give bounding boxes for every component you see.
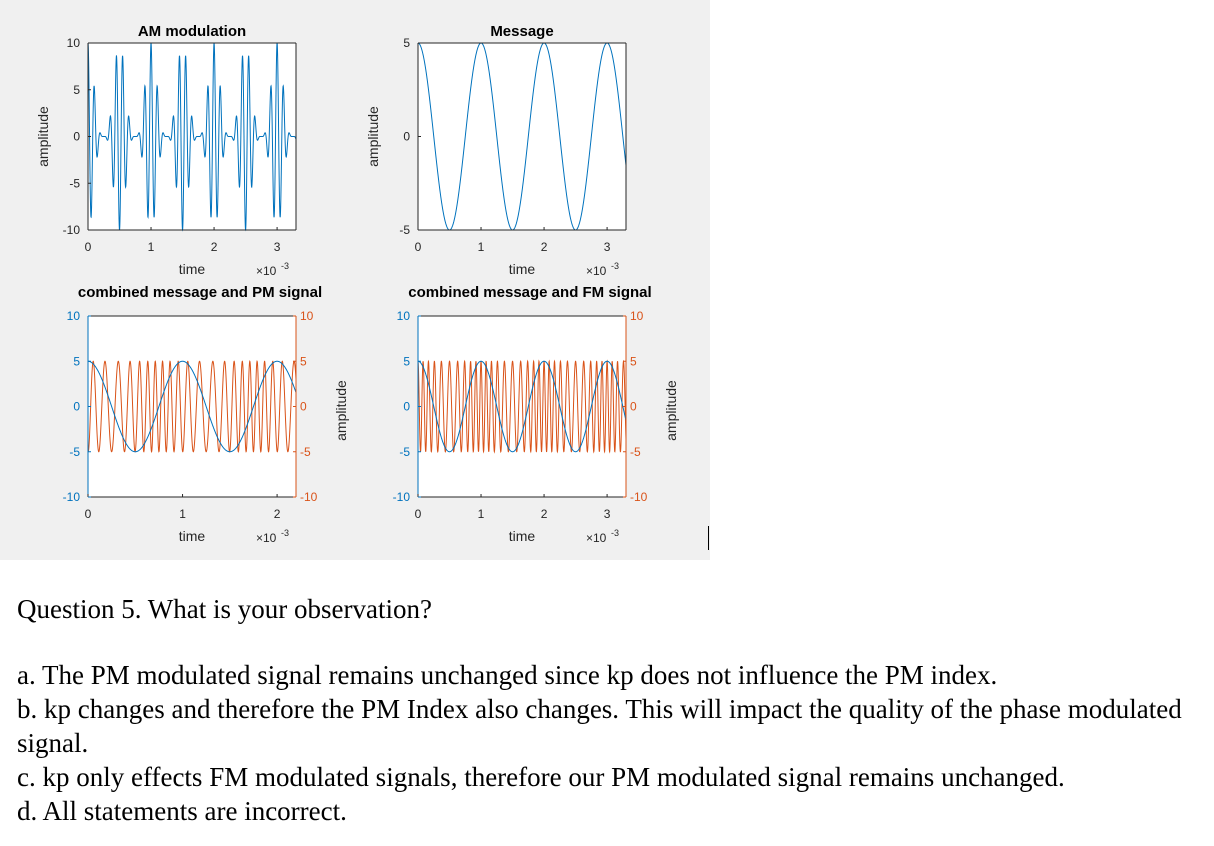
msg-ylabel: amplitude <box>365 106 381 167</box>
fm-x-multiplier: ×10 <box>586 531 607 545</box>
pm-ytick-label-4: 10 <box>67 309 81 323</box>
option-d[interactable]: d. All statements are incorrect. <box>17 796 347 826</box>
am-x-multiplier: ×10 <box>256 264 277 278</box>
pm-plot-area <box>88 316 296 497</box>
fm-series-0 <box>417 359 627 454</box>
am-series-0 <box>87 42 297 232</box>
am-ytick-label-4: 10 <box>67 36 81 50</box>
fm-ytick-label-0: -10 <box>393 490 411 504</box>
fm-ytick-right-label-1: -5 <box>630 445 641 459</box>
option-c[interactable]: c. kp only effects FM modulated signals,… <box>17 762 1065 792</box>
fm-xlabel: time <box>509 528 536 544</box>
fm-ytick-label-4: 10 <box>397 309 411 323</box>
fm-x-exponent: -3 <box>611 528 619 538</box>
pm-ytick-right-label-4: 10 <box>300 309 314 323</box>
pm-title: combined message and PM signal <box>78 284 322 301</box>
am-ytick-label-2: 0 <box>73 130 80 144</box>
pm-xlabel: time <box>179 528 206 544</box>
msg-ytick-label-1: 0 <box>403 130 410 144</box>
msg-xlabel: time <box>509 261 536 277</box>
fm-xtick-label-0: 0 <box>415 507 422 521</box>
msg-series-0 <box>417 42 627 231</box>
fm-series-1 <box>418 360 627 453</box>
pm-ytick-label-1: -5 <box>69 445 80 459</box>
am-xtick-label-0: 0 <box>85 240 92 254</box>
msg-xtick-label-3: 3 <box>604 240 611 254</box>
am-ytick-label-3: 5 <box>73 83 80 97</box>
msg-plot-area <box>418 43 626 230</box>
question-title: Question 5. What is your observation? <box>17 594 432 624</box>
fm-ytick-right-label-0: -10 <box>630 490 648 504</box>
fm-ytick-label-1: -5 <box>399 445 410 459</box>
fm-ytick-label-2: 0 <box>403 400 410 414</box>
msg-title: Message <box>490 23 553 40</box>
pm-series-0 <box>87 359 297 454</box>
am-xlabel: time <box>179 261 206 277</box>
pm-ytick-right-label-3: 5 <box>300 354 307 368</box>
am-ytick-label-0: -10 <box>63 223 81 237</box>
pm-ytick-right-label-2: 0 <box>300 400 307 414</box>
msg-ytick-label-2: 5 <box>403 36 410 50</box>
pm-xtick-label-0: 0 <box>85 507 92 521</box>
pm-xtick-label-1: 1 <box>179 507 186 521</box>
pm-ytick-label-3: 5 <box>73 354 80 368</box>
fm-ytick-label-3: 5 <box>403 354 410 368</box>
msg-xtick-label-1: 1 <box>478 240 485 254</box>
am-x-exponent: -3 <box>281 261 289 271</box>
pm-x-multiplier: ×10 <box>256 531 277 545</box>
fm-xtick-label-3: 3 <box>604 507 611 521</box>
pm-x-exponent: -3 <box>281 528 289 538</box>
question-block: Question 5. What is your observation? a.… <box>17 592 1207 828</box>
msg-xtick-label-0: 0 <box>415 240 422 254</box>
msg-ytick-label-0: -5 <box>399 223 410 237</box>
am-ylabel: amplitude <box>35 106 51 167</box>
fm-ytick-right-label-3: 5 <box>630 354 637 368</box>
text-cursor <box>708 526 709 550</box>
fm-ytick-right-label-4: 10 <box>630 309 644 323</box>
fm-ytick-right-label-2: 0 <box>630 400 637 414</box>
am-ytick-label-1: -5 <box>69 176 80 190</box>
fm-ylabel-right: amplitude <box>663 380 679 441</box>
pm-ytick-label-2: 0 <box>73 400 80 414</box>
msg-x-multiplier: ×10 <box>586 264 607 278</box>
pm-ytick-right-label-0: -10 <box>300 490 318 504</box>
fm-title: combined message and FM signal <box>408 284 651 301</box>
pm-ytick-right-label-1: -5 <box>300 445 311 459</box>
fm-xtick-label-1: 1 <box>478 507 485 521</box>
pm-ylabel-right: amplitude <box>333 380 349 441</box>
am-title: AM modulation <box>138 23 246 40</box>
pm-ytick-label-0: -10 <box>63 490 81 504</box>
am-xtick-label-3: 3 <box>274 240 281 254</box>
pm-xtick-label-2: 2 <box>274 507 281 521</box>
msg-x-exponent: -3 <box>611 261 619 271</box>
pm-series-1 <box>88 360 297 453</box>
am-xtick-label-1: 1 <box>148 240 155 254</box>
option-b[interactable]: b. kp changes and therefore the PM Index… <box>17 694 1182 758</box>
option-a[interactable]: a. The PM modulated signal remains uncha… <box>17 660 998 690</box>
am-xtick-label-2: 2 <box>211 240 218 254</box>
fm-xtick-label-2: 2 <box>541 507 548 521</box>
msg-xtick-label-2: 2 <box>541 240 548 254</box>
